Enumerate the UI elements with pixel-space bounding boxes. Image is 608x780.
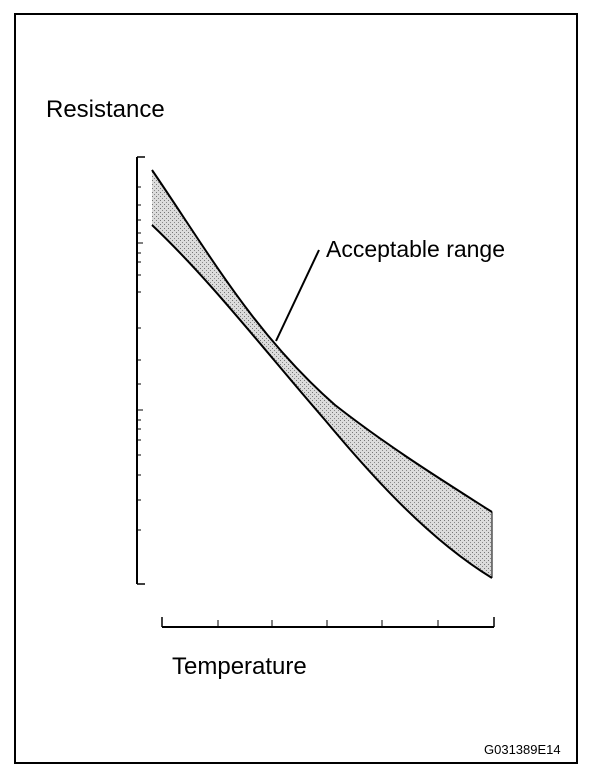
figure-code: G031389E14 bbox=[484, 742, 561, 757]
acceptable-range-band bbox=[152, 170, 492, 578]
x-axis-label: Temperature bbox=[172, 653, 307, 680]
upper-limit-curve bbox=[151, 169, 493, 513]
y-axis bbox=[136, 156, 145, 585]
x-axis bbox=[161, 617, 495, 628]
acceptable-range-label: Acceptable range bbox=[326, 236, 506, 262]
y-axis-label: Resistance bbox=[46, 96, 165, 123]
callout-leader-line bbox=[275, 249, 320, 342]
figure-frame bbox=[14, 13, 578, 764]
lower-limit-curve bbox=[151, 224, 493, 579]
